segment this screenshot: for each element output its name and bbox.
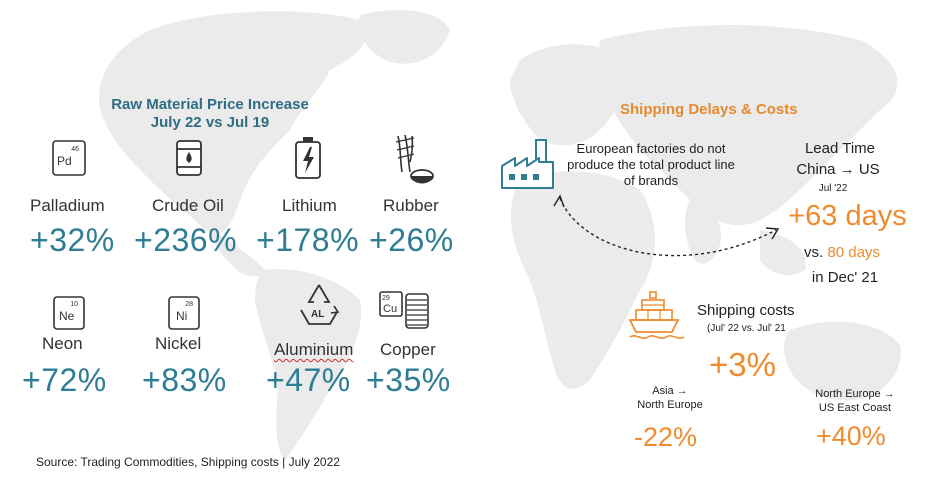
battery-lightning-icon xyxy=(295,137,321,179)
palladium-number: 46 xyxy=(71,146,79,153)
lead-time-period: Jul '22 xyxy=(818,183,848,194)
material-name-nickel: Nickel xyxy=(155,334,202,353)
aluminium-symbol: AL xyxy=(311,309,324,320)
material-value-palladium: +32% xyxy=(30,222,115,258)
copper-coil-icon: 29 Cu xyxy=(379,291,429,329)
material-value-copper: +35% xyxy=(366,362,451,398)
route-asia-europe-label: Asia → North Europe xyxy=(620,384,720,412)
shipping-cost-value: +3% xyxy=(709,346,776,383)
factory-note: European factories do not produce the to… xyxy=(567,141,735,188)
neon-element-icon: 10 Ne xyxy=(53,296,85,330)
material-name-aluminium: Aluminium xyxy=(274,340,354,359)
raw-material-title: Raw Material Price Increase July 22 vs J… xyxy=(60,96,360,132)
copper-symbol: Cu xyxy=(383,303,397,315)
lead-time-vs-suffix: in Dec' 21 xyxy=(811,269,879,286)
material-value-lithium: +178% xyxy=(256,222,360,258)
raw-material-title-line2: July 22 vs Jul 19 xyxy=(150,114,270,131)
material-name-lithium: Lithium xyxy=(282,196,337,215)
factory-icon xyxy=(501,139,554,189)
route-arrow xyxy=(553,194,780,257)
lead-time-comparison: vs. 80 days xyxy=(782,244,902,261)
nickel-number: 28 xyxy=(185,301,193,308)
route-europe-us-value: +40% xyxy=(816,421,886,451)
material-name-neon: Neon xyxy=(42,334,83,353)
nickel-element-icon: 28 Ni xyxy=(168,296,200,330)
shipping-title: Shipping Delays & Costs xyxy=(620,101,798,118)
neon-number: 10 xyxy=(70,301,78,308)
route-asia-europe-line2: North Europe xyxy=(637,399,703,411)
material-name-rubber: Rubber xyxy=(383,196,439,215)
raw-material-title-line1: Raw Material Price Increase xyxy=(111,96,309,113)
lead-time-route: China → US xyxy=(796,161,880,178)
lead-time-value: +63 days xyxy=(788,200,907,232)
neon-symbol: Ne xyxy=(59,309,75,323)
lead-time-vs-value: 80 days xyxy=(827,244,880,261)
material-value-rubber: +26% xyxy=(369,222,454,258)
cargo-ship-icon xyxy=(628,291,685,339)
palladium-element-icon: 46 Pd xyxy=(52,140,86,176)
material-name-palladium: Palladium xyxy=(30,196,105,215)
route-europe-us-line2: US East Coast xyxy=(818,402,892,414)
route-asia-europe-line1: Asia → xyxy=(652,385,688,397)
route-europe-us-line1: North Europe → xyxy=(815,388,895,400)
material-value-neon: +72% xyxy=(22,362,107,398)
material-value-nickel: +83% xyxy=(142,362,227,398)
copper-number: 29 xyxy=(382,295,390,302)
shipping-cost-period: (Jul' 22 vs. Jul' 21 xyxy=(707,323,786,334)
rubber-tap-icon xyxy=(395,134,434,184)
oil-barrel-icon xyxy=(176,140,202,176)
route-europe-us-label: North Europe → US East Coast xyxy=(800,387,910,415)
route-asia-europe-value: -22% xyxy=(634,422,698,452)
lead-time-vs-prefix: vs. xyxy=(804,244,824,261)
material-name-crude-oil: Crude Oil xyxy=(152,196,224,215)
palladium-symbol: Pd xyxy=(57,154,72,168)
material-value-crude-oil: +236% xyxy=(134,222,238,258)
shipping-cost-label: Shipping costs xyxy=(697,302,795,319)
aluminium-recycle-icon: AL xyxy=(300,284,340,325)
nickel-symbol: Ni xyxy=(176,309,187,323)
material-name-copper: Copper xyxy=(380,340,436,359)
material-value-aluminium: +47% xyxy=(266,362,351,398)
lead-time-label: Lead Time xyxy=(804,140,876,157)
source-note: Source: Trading Commodities, Shipping co… xyxy=(36,455,340,469)
